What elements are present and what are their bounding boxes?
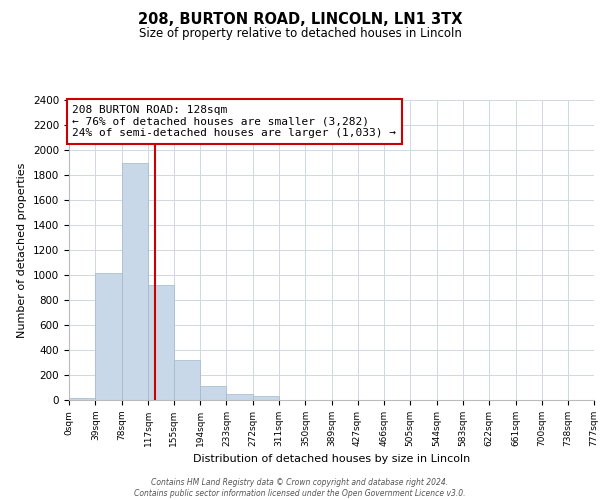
Text: 208 BURTON ROAD: 128sqm
← 76% of detached houses are smaller (3,282)
24% of semi: 208 BURTON ROAD: 128sqm ← 76% of detache… bbox=[73, 105, 397, 138]
Y-axis label: Number of detached properties: Number of detached properties bbox=[17, 162, 28, 338]
Text: 208, BURTON ROAD, LINCOLN, LN1 3TX: 208, BURTON ROAD, LINCOLN, LN1 3TX bbox=[138, 12, 462, 28]
Bar bbox=[174, 360, 200, 400]
Text: Size of property relative to detached houses in Lincoln: Size of property relative to detached ho… bbox=[139, 28, 461, 40]
Bar bbox=[200, 386, 226, 400]
Bar bbox=[69, 398, 95, 400]
Bar bbox=[95, 272, 122, 400]
Bar bbox=[122, 162, 148, 400]
X-axis label: Distribution of detached houses by size in Lincoln: Distribution of detached houses by size … bbox=[193, 454, 470, 464]
Bar bbox=[253, 396, 279, 400]
Text: Contains HM Land Registry data © Crown copyright and database right 2024.
Contai: Contains HM Land Registry data © Crown c… bbox=[134, 478, 466, 498]
Bar bbox=[148, 285, 174, 400]
Bar bbox=[226, 394, 253, 400]
